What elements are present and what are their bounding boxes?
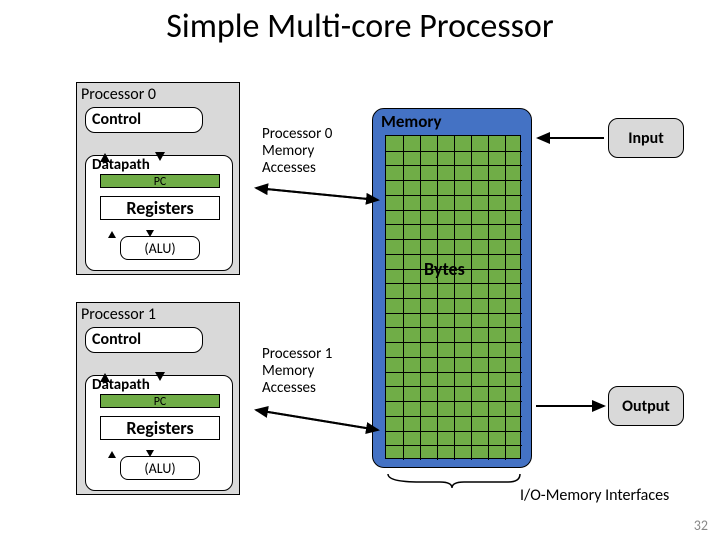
processor-1-box: Processor 1 Control Datapath PC Register… [76, 302, 240, 495]
control-1: Control [85, 327, 203, 353]
processor-1-label: Processor 1 [81, 305, 156, 324]
control-0: Control [85, 107, 203, 133]
alu-0: (ALU) [120, 236, 200, 260]
input-label: Input [628, 129, 664, 148]
memory-block: Memory [372, 108, 532, 468]
registers-1: Registers [100, 416, 220, 440]
datapath-1-label: Datapath [92, 376, 150, 394]
bytes-label: Bytes [424, 258, 465, 280]
datapath-1: Datapath PC Registers (ALU) [85, 375, 233, 491]
datapath-0: Datapath PC Registers (ALU) [85, 155, 233, 271]
datapath-0-label: Datapath [92, 156, 150, 174]
io-interfaces-label: I/O-Memory Interfaces [520, 486, 669, 505]
memory-grid [385, 135, 521, 459]
access-1-label: Processor 1 Memory Accesses [262, 346, 332, 397]
pc-1: PC [100, 394, 220, 408]
control-1-label: Control [92, 330, 141, 349]
processor-0-label: Processor 0 [81, 85, 156, 104]
processor-0-box: Processor 0 Control Datapath PC Register… [76, 82, 240, 275]
registers-0: Registers [100, 196, 220, 220]
input-box: Input [608, 118, 684, 158]
pc-0: PC [100, 174, 220, 188]
access-0-label: Processor 0 Memory Accesses [262, 126, 332, 177]
alu-1: (ALU) [120, 456, 200, 480]
output-label: Output [622, 397, 670, 416]
output-box: Output [608, 386, 684, 426]
control-0-label: Control [92, 110, 141, 129]
slide-number: 32 [694, 517, 708, 534]
slide-title: Simple Multi-core Processor [0, 6, 720, 47]
memory-label: Memory [381, 111, 442, 132]
